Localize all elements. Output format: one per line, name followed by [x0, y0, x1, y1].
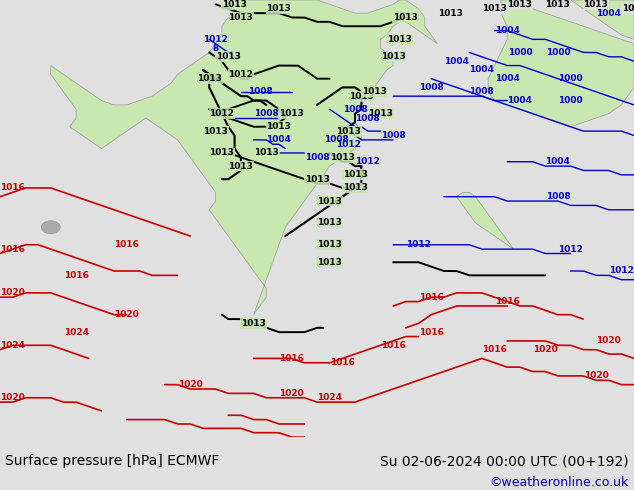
- Text: 1004: 1004: [495, 74, 520, 83]
- Text: 1013: 1013: [228, 13, 254, 22]
- Text: 1020: 1020: [114, 310, 139, 319]
- Text: 1016: 1016: [0, 183, 25, 193]
- Text: 1020: 1020: [583, 371, 609, 380]
- Text: 1013: 1013: [583, 0, 609, 9]
- Text: 1016: 1016: [380, 341, 406, 350]
- Text: 1016: 1016: [482, 345, 507, 354]
- Text: 1013: 1013: [216, 52, 241, 61]
- Text: 1013: 1013: [342, 171, 368, 179]
- Text: 1016: 1016: [495, 297, 520, 306]
- Text: ©weatheronline.co.uk: ©weatheronline.co.uk: [489, 476, 629, 489]
- Text: 1013: 1013: [317, 240, 342, 249]
- Text: 1013: 1013: [266, 122, 292, 131]
- Text: 1008: 1008: [545, 192, 571, 201]
- Text: 1013: 1013: [349, 92, 374, 100]
- Text: 1008: 1008: [247, 87, 273, 97]
- Text: 1012: 1012: [406, 240, 431, 249]
- Text: 1016: 1016: [418, 328, 444, 337]
- Text: 1013: 1013: [228, 162, 254, 171]
- Text: 1020: 1020: [533, 345, 558, 354]
- Text: 1016: 1016: [330, 358, 355, 368]
- Text: 1013: 1013: [621, 4, 634, 13]
- Text: 1000: 1000: [559, 96, 583, 105]
- Text: 1004: 1004: [545, 157, 571, 166]
- Text: 1000: 1000: [546, 48, 570, 57]
- Text: 1012: 1012: [209, 109, 235, 118]
- Text: 1013: 1013: [317, 196, 342, 206]
- Text: 1004: 1004: [444, 57, 469, 66]
- Text: 1013: 1013: [304, 175, 330, 184]
- Text: 1024: 1024: [63, 328, 89, 337]
- Text: 1013: 1013: [279, 109, 304, 118]
- Text: 1016: 1016: [0, 245, 25, 254]
- Text: 1012: 1012: [609, 267, 634, 275]
- Text: 1013: 1013: [209, 148, 235, 157]
- Text: Su 02-06-2024 00:00 UTC (00+192): Su 02-06-2024 00:00 UTC (00+192): [380, 454, 629, 468]
- Text: 8: 8: [212, 44, 219, 52]
- Text: 1024: 1024: [317, 393, 342, 402]
- Text: 1013: 1013: [507, 0, 533, 9]
- Text: 1008: 1008: [380, 131, 406, 140]
- Text: 1013: 1013: [336, 126, 361, 136]
- Text: 1020: 1020: [0, 288, 25, 297]
- Text: 1008: 1008: [304, 153, 330, 162]
- Text: 1013: 1013: [241, 319, 266, 328]
- Text: 1016: 1016: [63, 271, 89, 280]
- Polygon shape: [51, 0, 437, 315]
- Text: 1020: 1020: [0, 393, 25, 402]
- Polygon shape: [488, 0, 634, 127]
- Text: 1013: 1013: [254, 148, 279, 157]
- Text: 1008: 1008: [323, 135, 349, 145]
- Text: 1012: 1012: [228, 70, 254, 79]
- Text: 1024: 1024: [0, 341, 25, 350]
- Text: 1013: 1013: [330, 153, 355, 162]
- Text: 1008: 1008: [355, 114, 380, 122]
- Text: 1008: 1008: [469, 87, 495, 97]
- Text: 1012: 1012: [336, 140, 361, 149]
- Text: 1013: 1013: [317, 219, 342, 227]
- Text: 1020: 1020: [596, 337, 621, 345]
- Text: 1008: 1008: [254, 109, 279, 118]
- Text: 1012: 1012: [558, 245, 583, 254]
- Text: 1016: 1016: [279, 354, 304, 363]
- Text: 1013: 1013: [437, 9, 463, 18]
- Text: 1013: 1013: [266, 4, 292, 13]
- Text: 1013: 1013: [317, 258, 342, 267]
- Text: 1016: 1016: [114, 240, 139, 249]
- Text: 1013: 1013: [197, 74, 222, 83]
- Text: 1004: 1004: [266, 135, 292, 145]
- Polygon shape: [571, 0, 634, 39]
- Text: 1008: 1008: [342, 105, 368, 114]
- Text: 1004: 1004: [596, 9, 621, 18]
- Text: 1020: 1020: [279, 389, 304, 398]
- Text: 1013: 1013: [361, 87, 387, 97]
- Text: Surface pressure [hPa] ECMWF: Surface pressure [hPa] ECMWF: [5, 454, 219, 468]
- Text: 1016: 1016: [418, 293, 444, 302]
- Text: 1004: 1004: [495, 26, 520, 35]
- Text: 1012: 1012: [355, 157, 380, 166]
- Text: 1000: 1000: [508, 48, 532, 57]
- Text: 1004: 1004: [469, 66, 495, 74]
- Text: 1013: 1013: [222, 0, 247, 9]
- Circle shape: [41, 220, 60, 234]
- Text: 1013: 1013: [387, 35, 412, 44]
- Text: 1000: 1000: [559, 74, 583, 83]
- Text: 1004: 1004: [507, 96, 533, 105]
- Text: 1013: 1013: [368, 109, 393, 118]
- Text: 1013: 1013: [482, 4, 507, 13]
- Text: 1012: 1012: [203, 35, 228, 44]
- Text: 1013: 1013: [342, 183, 368, 193]
- Text: 1020: 1020: [178, 380, 203, 389]
- Text: 1013: 1013: [545, 0, 571, 9]
- Text: 1013: 1013: [203, 126, 228, 136]
- Text: 1013: 1013: [393, 13, 418, 22]
- Text: 1008: 1008: [418, 83, 444, 92]
- Polygon shape: [456, 192, 514, 249]
- Text: 1013: 1013: [380, 52, 406, 61]
